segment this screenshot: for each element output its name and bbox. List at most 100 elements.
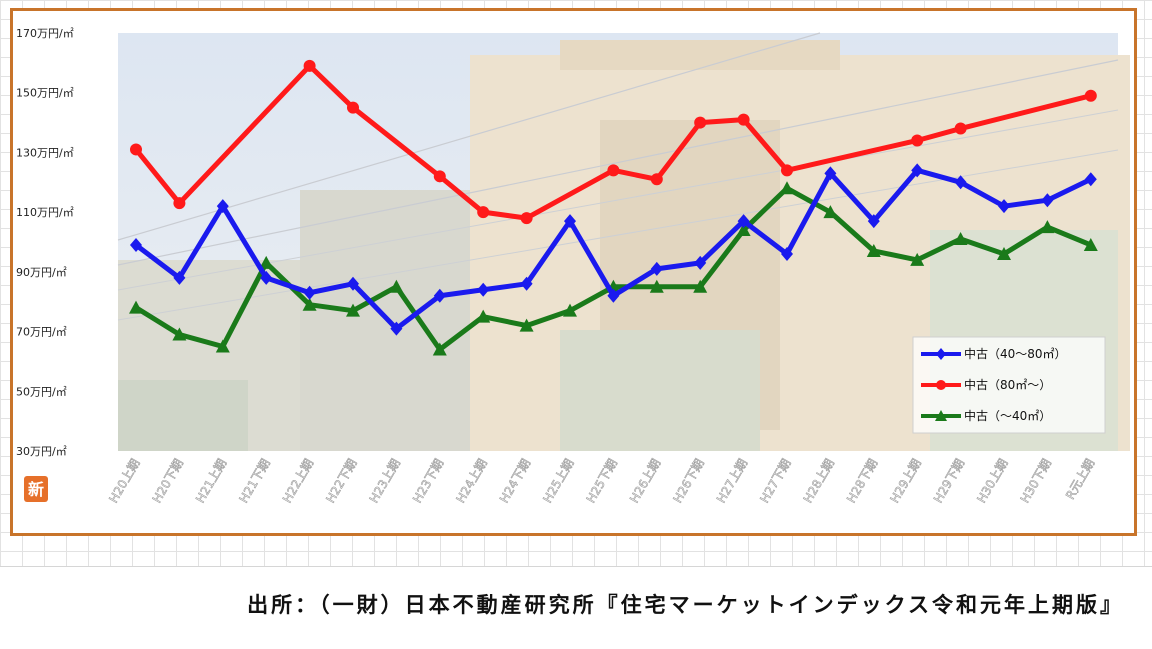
series-point [130, 143, 142, 156]
x-tick-label: H20上期 [106, 457, 142, 506]
series-point [997, 246, 1011, 260]
x-tick-label: H30上期 [974, 457, 1010, 506]
series-point [346, 303, 360, 317]
series-point [433, 170, 446, 183]
series-point [476, 309, 491, 323]
source-citation: 出所：（一財）日本不動産研究所『住宅マーケットインデックス令和元年上期版』 [247, 593, 1124, 617]
x-tick-label: H21上期 [193, 457, 229, 506]
series-point [215, 339, 230, 353]
series-point [936, 348, 946, 360]
series-point [347, 276, 359, 291]
series-point [477, 206, 490, 219]
x-tick-label: H25下期 [584, 457, 620, 506]
series-point [911, 134, 924, 147]
series-point [693, 279, 708, 293]
x-tick-label: H23下期 [410, 457, 446, 506]
series-point [694, 116, 707, 129]
line-chart: 30万円/㎡ 50万円/㎡ 70万円/㎡ 90万円/㎡ 110万円/㎡ 130万円/㎡ 15… [16, 27, 1130, 506]
series-point [389, 279, 404, 293]
x-axis: H20上期 H20下期 H21上期 H21下期 H22上期 H22下期 H23上期 H23下期… [106, 456, 1098, 506]
y-axis: 30万円/㎡ 50万円/㎡ 70万円/㎡ 90万円/㎡ 110万円/㎡ 130万円/㎡ 15… [16, 27, 74, 458]
series-point [302, 297, 317, 311]
x-tick-label: R元上期 [1063, 457, 1097, 502]
series-point [1041, 193, 1054, 208]
series-point [953, 232, 968, 246]
x-tick-label: H20下期 [150, 457, 186, 506]
series-point [607, 164, 620, 177]
x-tick-label: H24下期 [497, 457, 533, 506]
x-tick-label: H29下期 [931, 457, 967, 506]
x-tick-label: H29上期 [888, 457, 924, 506]
series-point [1084, 89, 1097, 102]
series-point [1040, 220, 1055, 234]
series-point [954, 122, 967, 135]
series-point [563, 303, 577, 317]
series-point [694, 255, 707, 270]
y-tick-label: 90万円/㎡ [16, 266, 67, 279]
series-point [910, 252, 925, 266]
x-tick-label: H26下期 [671, 457, 707, 506]
series-point [433, 288, 446, 303]
y-tick-label: 70万円/㎡ [16, 326, 67, 339]
series-point [824, 166, 837, 181]
legend-label: 中古（40～80㎡） [964, 346, 1067, 361]
series-point [649, 279, 664, 293]
series-group [130, 163, 1097, 336]
x-tick-label: H25上期 [540, 457, 576, 506]
series-point [303, 285, 316, 300]
x-tick-label: H21下期 [237, 457, 273, 506]
y-tick-label: 130万円/㎡ [16, 146, 74, 159]
series-point [650, 261, 663, 276]
logo-badge-text: 新 [28, 480, 44, 499]
x-tick-label: H23上期 [367, 457, 403, 506]
x-tick-label: H24上期 [454, 457, 490, 506]
y-tick-label: 170万円/㎡ [16, 27, 74, 40]
series-point [737, 113, 750, 126]
series-group [130, 59, 1097, 225]
x-tick-label: H26上期 [627, 457, 663, 506]
x-tick-label: H28上期 [801, 457, 837, 506]
source-box: 出所：（一財）日本不動産研究所『住宅マーケットインデックス令和元年上期版』 [0, 566, 1152, 649]
legend-label: 中古（～40㎡） [964, 408, 1051, 423]
series-point [390, 321, 403, 336]
series-point [173, 197, 186, 210]
series-point [347, 101, 359, 114]
series-point [781, 246, 793, 261]
series-point [737, 214, 750, 229]
plot-background-photo [117, 32, 1130, 451]
logo-badge: 新 [24, 476, 48, 502]
x-tick-label: H30下期 [1018, 457, 1054, 506]
series-point [129, 300, 143, 314]
series-point [520, 276, 533, 291]
series-layer [129, 59, 1098, 356]
x-tick-label: H28下期 [844, 457, 880, 506]
legend: 中古（40～80㎡） 中古（80㎡～） 中古（～40㎡） [912, 336, 1106, 434]
series-point [303, 59, 316, 72]
y-tick-label: 50万円/㎡ [16, 385, 67, 398]
series-point [477, 282, 490, 297]
y-tick-label: 110万円/㎡ [16, 206, 74, 219]
series-point [781, 164, 793, 177]
series-point [173, 270, 186, 285]
series-point [954, 175, 967, 190]
y-tick-label: 150万円/㎡ [16, 87, 74, 100]
series-point [866, 243, 881, 257]
series-group [129, 181, 1098, 356]
series-point [216, 199, 229, 214]
series-point [936, 380, 946, 390]
x-tick-label: H22上期 [280, 457, 316, 506]
series-point [911, 163, 924, 178]
series-point [736, 223, 751, 237]
series-point [130, 237, 142, 252]
series-point [172, 327, 187, 341]
series-point [607, 288, 620, 303]
series-point [1084, 172, 1097, 187]
series-point [998, 199, 1010, 214]
series-point [259, 255, 274, 269]
series-point [650, 173, 663, 186]
legend-label: 中古（80㎡～） [964, 377, 1051, 392]
series-point [935, 410, 947, 421]
series-point [520, 212, 533, 225]
x-tick-label: H27上期 [714, 457, 750, 506]
series-point [867, 214, 880, 229]
